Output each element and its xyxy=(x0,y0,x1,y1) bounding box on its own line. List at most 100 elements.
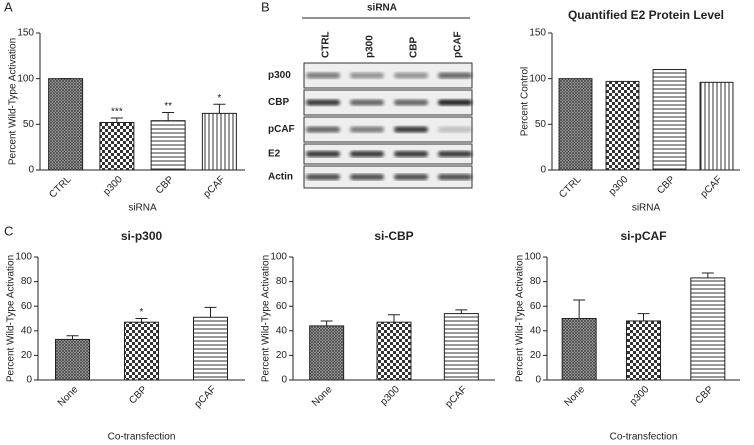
blot-row-label: CBP xyxy=(268,97,289,108)
x-tick-label: CBP xyxy=(694,384,717,407)
y-tick-label: 20 xyxy=(276,350,288,361)
error-bar xyxy=(135,318,148,323)
blot-band xyxy=(350,151,384,157)
chart-title: si-p300 xyxy=(121,229,163,243)
y-axis-label: Percent Wild-Type Activation xyxy=(515,255,526,382)
y-axis-label: Percent Wild-Type Activation xyxy=(261,255,272,382)
significance-label: * xyxy=(140,307,144,318)
y-tick-label: 0 xyxy=(26,375,32,386)
blot-lane-label: p300 xyxy=(365,35,376,58)
blot-row-label: E2 xyxy=(268,149,281,160)
bar xyxy=(605,80,640,171)
y-tick-label: 20 xyxy=(530,350,542,361)
blot-band xyxy=(350,126,384,133)
y-tick-label: 60 xyxy=(276,301,288,312)
error-bar xyxy=(66,335,79,340)
y-tick-label: 100 xyxy=(529,73,546,84)
bar xyxy=(699,81,734,171)
y-tick-label: 100 xyxy=(524,252,541,263)
blot-row-label: p300 xyxy=(268,70,291,81)
y-tick-label: 0 xyxy=(28,165,34,176)
y-tick-label: 50 xyxy=(23,119,35,130)
x-tick-label: CBP xyxy=(655,174,678,197)
blot-lane-label: CTRL xyxy=(321,31,332,58)
y-tick-label: 100 xyxy=(270,252,287,263)
y-tick-label: 40 xyxy=(530,325,542,336)
blot-band xyxy=(306,151,340,157)
error-bar xyxy=(320,320,333,326)
blot-band xyxy=(438,99,472,106)
y-tick-label: 40 xyxy=(276,325,288,336)
y-tick-label: 0 xyxy=(281,375,287,386)
significance-label: *** xyxy=(111,107,123,118)
y-axis-label: Percent Wild-Type Activation xyxy=(8,38,19,165)
panel-label: C xyxy=(4,223,13,238)
x-tick-label: CTRL xyxy=(557,174,584,201)
x-tick-label: CBP xyxy=(154,174,177,197)
blot-title: siRNA xyxy=(367,3,397,14)
y-axis-label: Percent Control xyxy=(520,67,531,136)
blot-band xyxy=(438,151,472,157)
x-tick-label: pCAF xyxy=(443,384,469,410)
blot-band xyxy=(394,174,428,180)
bar xyxy=(626,320,661,381)
bar xyxy=(150,120,186,171)
blot-band xyxy=(438,174,472,180)
y-axis-label: Percent Wild-Type Activation xyxy=(6,255,17,382)
blot-band xyxy=(350,72,384,79)
y-tick-label: 40 xyxy=(21,325,33,336)
x-tick-label: p300 xyxy=(101,174,125,198)
bar xyxy=(124,321,159,381)
blot-band xyxy=(306,72,340,79)
error-bar xyxy=(162,111,175,121)
x-axis-label: Co-transfection xyxy=(108,432,176,443)
bar xyxy=(309,325,345,381)
error-bar xyxy=(637,313,650,321)
y-tick-label: 150 xyxy=(529,28,546,39)
y-tick-label: 100 xyxy=(15,252,32,263)
blot-band xyxy=(394,126,428,133)
y-tick-label: 80 xyxy=(530,276,542,287)
x-tick-label: p300 xyxy=(378,384,402,408)
y-tick-label: 0 xyxy=(535,375,541,386)
blot-band xyxy=(394,72,428,79)
chart-title: si-pCAF xyxy=(621,229,667,243)
y-tick-label: 60 xyxy=(21,301,33,312)
blot-band xyxy=(394,99,428,106)
bar xyxy=(193,316,228,381)
panel-label: A xyxy=(4,0,13,14)
blot-band xyxy=(350,174,384,180)
chart-title: Quantified E2 Protein Level xyxy=(568,8,724,22)
blot-band xyxy=(306,99,340,106)
y-tick-label: 50 xyxy=(535,119,547,130)
blot-band xyxy=(350,99,384,106)
y-tick-label: 150 xyxy=(17,28,34,39)
bar xyxy=(55,338,90,381)
error-bar xyxy=(213,103,226,114)
blot-band xyxy=(306,174,340,180)
blot-row-label: pCAF xyxy=(268,124,295,135)
error-bar xyxy=(701,272,714,278)
chart-title: si-CBP xyxy=(374,229,413,243)
x-tick-label: None xyxy=(310,384,335,409)
x-tick-label: CBP xyxy=(127,384,150,407)
blot-band xyxy=(438,126,472,133)
blot-lane-label: CBP xyxy=(409,37,420,58)
x-axis-label: siRNA xyxy=(128,203,157,214)
x-tick-label: p300 xyxy=(607,174,631,198)
x-tick-label: p300 xyxy=(628,384,652,408)
x-tick-label: pCAF xyxy=(202,174,228,200)
significance-label: * xyxy=(217,93,221,104)
significance-label: ** xyxy=(164,101,172,112)
bar xyxy=(201,112,237,171)
panel-label: B xyxy=(261,0,270,14)
bar xyxy=(48,78,84,171)
bar xyxy=(376,321,412,381)
error-bar xyxy=(110,117,123,123)
blot-band xyxy=(394,151,428,157)
x-tick-label: None xyxy=(56,384,81,409)
error-bar xyxy=(388,314,400,323)
bar xyxy=(652,69,687,171)
bar xyxy=(443,313,479,381)
error-bar xyxy=(573,299,586,319)
